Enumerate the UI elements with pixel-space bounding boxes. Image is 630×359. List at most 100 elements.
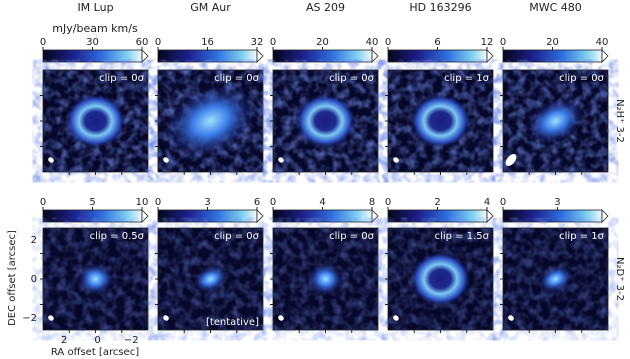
clip-label: clip = 1.5σ bbox=[435, 231, 490, 242]
colorbar-tick-label: 60 bbox=[136, 37, 149, 48]
clip-label: clip = 0σ bbox=[99, 73, 145, 84]
colorbar bbox=[42, 49, 143, 63]
colorbar-tick-label: 0 bbox=[270, 197, 276, 208]
map-image bbox=[42, 69, 149, 173]
map-image bbox=[502, 227, 609, 331]
beam bbox=[278, 157, 284, 163]
colorbar-tick-label: 0 bbox=[155, 197, 161, 208]
emission bbox=[307, 262, 344, 296]
colorbar-tick-label: 0 bbox=[500, 197, 506, 208]
colorbar-tick-label: 32 bbox=[251, 37, 264, 48]
colorbar-arrow bbox=[141, 49, 149, 63]
colorbar bbox=[502, 209, 603, 223]
map-image bbox=[272, 227, 379, 331]
colorbar-arrow bbox=[601, 209, 609, 223]
y-tick-label: 2 bbox=[31, 235, 37, 246]
colorbar-tick-label: 16 bbox=[201, 37, 214, 48]
map-image bbox=[387, 69, 494, 173]
map-image bbox=[42, 227, 149, 331]
colorbar bbox=[157, 49, 258, 63]
colorbar-arrow bbox=[486, 49, 494, 63]
emission bbox=[410, 252, 471, 306]
beam bbox=[48, 315, 54, 321]
colorbar-tick-label: 3 bbox=[554, 197, 560, 208]
colorbar-tick-label: 40 bbox=[366, 37, 379, 48]
emission bbox=[295, 94, 356, 148]
column-title: MWC 480 bbox=[529, 1, 582, 14]
beam bbox=[163, 157, 169, 163]
beam bbox=[278, 315, 284, 321]
colorbar-arrow bbox=[141, 209, 149, 223]
clip-label: clip = 1σ bbox=[444, 73, 490, 84]
colorbar-tick-label: 20 bbox=[546, 37, 559, 48]
map-image bbox=[387, 227, 494, 331]
map-image bbox=[157, 227, 264, 331]
colorbar-tick-label: 0 bbox=[385, 37, 391, 48]
colorbar-tick-label: 6 bbox=[254, 197, 260, 208]
colorbar-tick-label: 0 bbox=[385, 197, 391, 208]
emission bbox=[526, 98, 585, 144]
clip-label: clip = 0σ bbox=[214, 231, 260, 242]
beam bbox=[505, 154, 517, 166]
clip-label: clip = 0.5σ bbox=[90, 231, 145, 242]
y-tick-label: −2 bbox=[22, 313, 37, 324]
x-tick-label: 0 bbox=[94, 335, 100, 346]
colorbar bbox=[387, 209, 488, 223]
colorbar bbox=[157, 209, 258, 223]
colorbar-tick-label: 5 bbox=[89, 197, 95, 208]
row-label: N₂H⁺ 3-2 bbox=[614, 99, 625, 143]
map-image bbox=[157, 69, 264, 173]
colorbar-arrow bbox=[601, 49, 609, 63]
column-title: AS 209 bbox=[306, 1, 345, 14]
emission bbox=[538, 265, 573, 293]
beam bbox=[508, 315, 514, 321]
row-label: N₂D⁺ 3-2 bbox=[614, 257, 625, 301]
colorbar-arrow bbox=[371, 209, 379, 223]
colorbar-tick-label: 12 bbox=[481, 37, 494, 48]
map-image bbox=[272, 69, 379, 173]
colorbar-tick-label: 3 bbox=[204, 197, 210, 208]
clip-label: clip = 1σ bbox=[559, 231, 605, 242]
colorbar-arrow bbox=[256, 209, 264, 223]
clip-label: clip = 0σ bbox=[329, 231, 375, 242]
beam bbox=[393, 315, 399, 321]
clip-label: clip = 0σ bbox=[214, 73, 260, 84]
map-image bbox=[502, 69, 609, 173]
colorbar-arrow bbox=[371, 49, 379, 63]
colorbar-tick-label: 0 bbox=[270, 37, 276, 48]
y-tick-label: 0 bbox=[31, 274, 37, 285]
colorbar bbox=[42, 209, 143, 223]
colorbar-tick-label: 8 bbox=[369, 197, 375, 208]
colorbar-arrow bbox=[486, 209, 494, 223]
colorbar-tick-label: 30 bbox=[86, 37, 99, 48]
clip-label: clip = 0σ bbox=[559, 73, 605, 84]
colorbar-tick-label: 10 bbox=[136, 197, 149, 208]
colorbar bbox=[272, 49, 373, 63]
column-title: IM Lup bbox=[77, 1, 113, 14]
note: [tentative] bbox=[206, 317, 259, 328]
y-axis-label: DEC offset [arcsec] bbox=[7, 230, 18, 326]
colorbar bbox=[387, 49, 488, 63]
colorbar-tick-label: 0 bbox=[40, 37, 46, 48]
emission bbox=[164, 84, 257, 158]
colorbar-arrow bbox=[256, 49, 264, 63]
column-title: GM Aur bbox=[190, 1, 231, 14]
x-tick-label: −2 bbox=[124, 335, 139, 346]
x-tick-label: 2 bbox=[61, 335, 67, 346]
x-axis-label: RA offset [arcsec] bbox=[51, 347, 139, 358]
colorbar-tick-label: 4 bbox=[319, 197, 325, 208]
column-title: HD 163296 bbox=[409, 1, 471, 14]
emission bbox=[77, 262, 114, 296]
colorbar-tick-label: 20 bbox=[316, 37, 329, 48]
emission bbox=[410, 94, 471, 148]
colorbar-tick-label: 0 bbox=[40, 197, 46, 208]
emission bbox=[193, 265, 228, 293]
emission bbox=[65, 94, 126, 148]
colorbar-tick-label: 0 bbox=[155, 37, 161, 48]
beam bbox=[48, 157, 54, 163]
colorbar bbox=[502, 49, 603, 63]
colorbar-tick-label: 40 bbox=[596, 37, 609, 48]
colorbar-unit: mJy/beam km/s bbox=[52, 22, 138, 35]
colorbar-tick-label: 2 bbox=[434, 197, 440, 208]
